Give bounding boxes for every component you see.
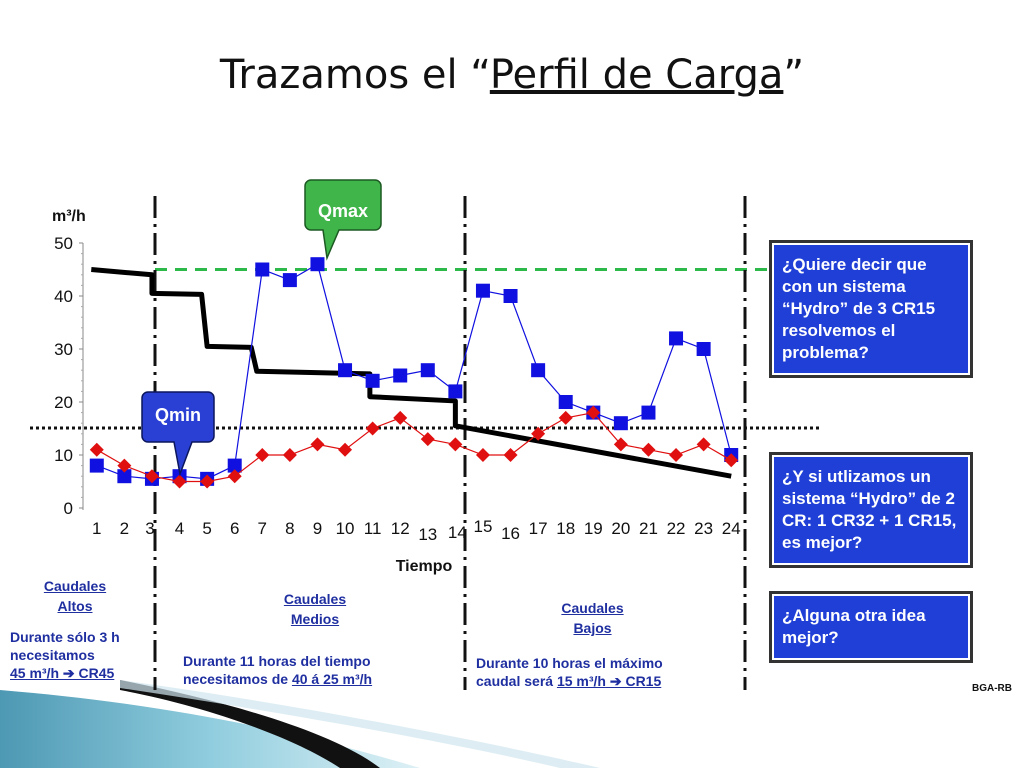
- data-point-diamond: [338, 442, 353, 457]
- y-tick-label: 0: [64, 499, 73, 518]
- qmin-callout-label: Qmin: [155, 405, 201, 425]
- x-tick-label: 2: [120, 519, 129, 538]
- data-point-diamond: [669, 448, 684, 462]
- zone-label-mid: Caudales Medios: [283, 591, 347, 627]
- data-point-diamond: [613, 437, 628, 452]
- data-point-diamond: [448, 437, 463, 452]
- data-point-diamond: [503, 448, 518, 462]
- x-tick-label: 18: [556, 519, 575, 538]
- data-point-square: [641, 405, 656, 420]
- data-point-diamond: [255, 448, 270, 462]
- x-tick-label: 17: [529, 519, 548, 538]
- y-tick-label: 20: [54, 393, 73, 412]
- x-tick-label: 16: [501, 524, 520, 543]
- data-point-square: [310, 257, 325, 272]
- data-point-diamond: [641, 442, 656, 457]
- chart-callouts: Qmax Qmin: [141, 179, 382, 477]
- x-tick-label: 7: [258, 519, 267, 538]
- data-point-square: [255, 262, 270, 277]
- y-tick-label: 10: [54, 446, 73, 465]
- x-tick-label: 11: [364, 519, 382, 538]
- y-tick-label: 50: [54, 234, 73, 253]
- data-point-square: [420, 363, 435, 378]
- data-point-square: [227, 458, 242, 473]
- zone-label-high: Caudales Altos: [43, 578, 107, 614]
- data-point-diamond: [558, 410, 573, 425]
- page-title: Trazamos el “Perfil de Carga”: [219, 52, 805, 98]
- data-point-square: [448, 384, 463, 399]
- data-point-diamond: [531, 426, 546, 441]
- data-point-square: [696, 342, 711, 356]
- x-tick-label: 19: [584, 519, 603, 538]
- x-tick-label: 4: [175, 519, 184, 538]
- data-point-square: [558, 395, 573, 409]
- credit-label: BGA-RB: [972, 683, 1012, 694]
- data-point-diamond: [393, 410, 408, 425]
- zone-note-high: Durante sólo 3 h necesitamos 45 m³/h ➔ C…: [10, 629, 120, 681]
- data-point-diamond: [365, 421, 380, 436]
- zone-label-low: Caudales Bajos: [561, 600, 624, 636]
- data-point-square: [613, 416, 628, 431]
- x-tick-label: 21: [639, 519, 658, 538]
- x-tick-label: 5: [202, 519, 211, 538]
- question-box-3: ¿Alguna otra idea mejor?: [769, 591, 973, 663]
- question-box-1: ¿Quiere decir que con un sistema “Hydro”…: [769, 240, 973, 378]
- data-point-diamond: [117, 458, 132, 473]
- qmin-callout-bubble: [141, 391, 215, 477]
- data-point-diamond: [200, 474, 215, 489]
- data-point-square: [117, 469, 132, 484]
- data-point-diamond: [696, 437, 711, 452]
- data-point-diamond: [586, 405, 601, 420]
- data-point-diamond: [282, 448, 297, 462]
- x-tick-label: 3: [145, 519, 154, 538]
- x-tick-label: 24: [722, 519, 741, 538]
- zone-note-mid: Durante 11 horas del tiempo necesitamos …: [183, 653, 373, 687]
- x-tick-label: 15: [473, 517, 492, 536]
- x-tick-label: 13: [418, 525, 437, 544]
- data-point-diamond: [310, 437, 325, 452]
- qmax-callout-bubble: [304, 179, 382, 261]
- data-point-square: [338, 363, 353, 378]
- data-point-square: [531, 363, 546, 378]
- data-point-diamond: [89, 442, 104, 457]
- x-tick-label: 22: [667, 519, 686, 538]
- data-point-square: [365, 373, 380, 388]
- y-tick-label: 30: [54, 340, 73, 359]
- data-point-diamond: [172, 474, 187, 489]
- x-tick-label: 6: [230, 519, 239, 538]
- x-axis-label: Tiempo: [396, 558, 453, 575]
- x-tick-label: 9: [313, 519, 322, 538]
- x-tick-label: 14: [448, 523, 467, 542]
- data-point-square: [393, 368, 408, 383]
- y-axis-unit: m³/h: [52, 208, 86, 225]
- data-point-diamond: [420, 432, 435, 447]
- data-point-diamond: [475, 448, 490, 462]
- data-point-diamond: [144, 469, 159, 484]
- data-point-diamond: [724, 453, 739, 468]
- data-point-square: [282, 273, 297, 288]
- x-tick-label: 20: [611, 519, 630, 538]
- x-tick-label: 8: [285, 519, 294, 538]
- data-point-square: [669, 331, 684, 346]
- x-tick-label: 10: [336, 519, 355, 538]
- chart-series: [89, 257, 739, 489]
- question-box-2: ¿Y si utlizamos un sistema “Hydro” de 2 …: [769, 452, 973, 568]
- data-point-square: [503, 289, 518, 303]
- qmax-callout-label: Qmax: [318, 201, 368, 221]
- data-point-square: [475, 283, 490, 298]
- data-point-square: [89, 458, 104, 473]
- x-tick-label: 12: [391, 519, 410, 538]
- y-tick-label: 40: [54, 287, 73, 306]
- x-tick-label: 23: [694, 519, 713, 538]
- data-point-diamond: [227, 469, 242, 484]
- zone-note-low: Durante 10 horas el máximo caudal será 1…: [476, 655, 663, 689]
- load-profile-line: [91, 267, 732, 479]
- x-tick-label: 1: [92, 519, 101, 538]
